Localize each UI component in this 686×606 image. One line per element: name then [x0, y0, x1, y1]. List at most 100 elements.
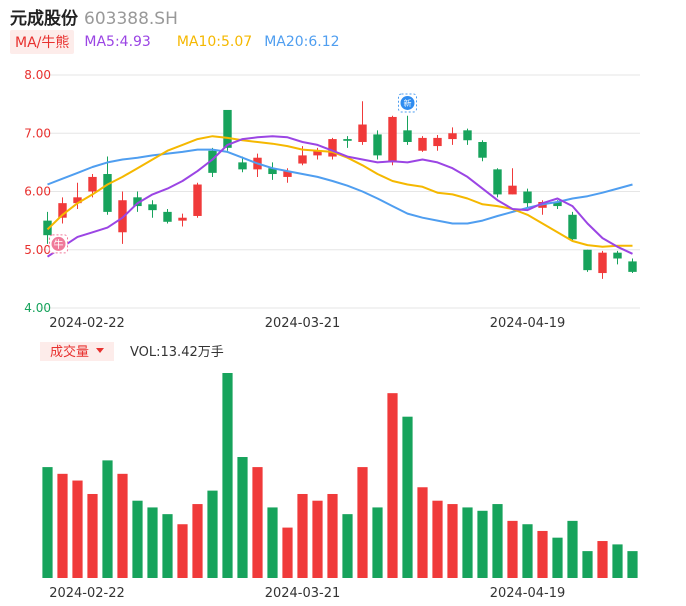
volume-bar	[447, 504, 458, 578]
candle-body	[268, 168, 277, 175]
volume-bar	[147, 507, 158, 578]
ma10-legend: MA10:5.07	[176, 34, 253, 50]
y-tick-label: 4.00	[24, 301, 51, 315]
x-tick-label: 2024-04-19	[490, 586, 566, 601]
volume-bar	[387, 393, 398, 578]
volume-bar	[297, 493, 308, 578]
candle-body	[403, 130, 412, 142]
volume-bar	[432, 500, 443, 578]
price-y-axis: 8.00 7.00 6.00 5.00 4.00	[24, 68, 51, 315]
ma-legend: MA/牛熊 MA5:4.93 MA10:5.07 MA20:6.12	[10, 30, 340, 54]
ma20-legend: MA20:6.12	[264, 34, 340, 50]
x-tick-label: 2024-03-21	[265, 586, 341, 601]
bull-marker-label: 牛	[54, 238, 64, 251]
volume-bars	[42, 373, 638, 578]
candle-body	[88, 176, 97, 192]
price-grid	[40, 74, 640, 309]
volume-bar	[567, 520, 578, 578]
volume-bar	[132, 500, 143, 578]
ma5-line	[46, 135, 633, 258]
candle-body	[208, 150, 217, 173]
candle-body	[73, 197, 82, 204]
ma-lines	[46, 135, 633, 258]
volume-bar	[162, 514, 173, 578]
candle-body	[148, 204, 157, 211]
x-tick-label: 2024-04-19	[490, 316, 566, 331]
candle-body	[553, 201, 562, 207]
candle-body	[313, 150, 322, 156]
ma20-line	[47, 148, 633, 225]
x-tick-label: 2024-02-22	[49, 586, 125, 601]
candle-body	[568, 214, 577, 240]
volume-bar	[417, 487, 428, 578]
volume-bar	[282, 527, 293, 578]
candle-body	[433, 137, 442, 147]
volume-legend: 成交量 VOL:13.42万手	[40, 342, 224, 361]
candle-body	[628, 261, 637, 272]
candle-body	[328, 139, 337, 157]
x-tick-label: 2024-03-21	[265, 316, 341, 331]
volume-bar	[207, 490, 218, 578]
volume-bar	[72, 480, 83, 578]
candle-body	[388, 116, 397, 163]
volume-bar	[462, 507, 473, 578]
candle-body	[508, 185, 517, 195]
volume-bar	[177, 524, 188, 578]
volume-bar	[42, 467, 53, 578]
candle-body	[598, 252, 607, 274]
candle-body	[193, 184, 202, 216]
y-tick-label: 5.00	[24, 243, 51, 257]
candle-body	[343, 139, 352, 141]
volume-x-axis: 2024-02-22 2024-03-21 2024-04-19	[49, 586, 565, 601]
volume-bar	[522, 524, 533, 578]
candle-body	[448, 133, 457, 140]
candle-body	[358, 124, 367, 142]
volume-tag-bg	[40, 342, 114, 361]
volume-bar	[477, 510, 488, 578]
volume-bar	[372, 507, 383, 578]
volume-bar	[552, 537, 563, 578]
bull-marker-icon	[51, 236, 66, 251]
y-tick-label: 8.00	[24, 68, 51, 82]
volume-bar	[342, 514, 353, 578]
candle-body	[493, 169, 502, 195]
candle-body	[103, 174, 112, 212]
price-x-axis: 2024-02-22 2024-03-21 2024-04-19	[49, 316, 565, 331]
y-tick-label: 6.00	[24, 185, 51, 199]
volume-tag[interactable]: 成交量	[50, 344, 89, 360]
volume-bar	[627, 551, 638, 578]
volume-bar	[222, 373, 233, 578]
ma-indicator-tag[interactable]: MA/牛熊	[10, 30, 75, 54]
new-marker-icon	[400, 95, 415, 110]
candle-body	[133, 197, 142, 207]
volume-bar	[597, 541, 608, 578]
candle-body	[238, 162, 247, 170]
candle-body	[58, 203, 67, 218]
volume-bar	[492, 504, 503, 578]
volume-bar	[237, 457, 248, 578]
x-tick-label: 2024-02-22	[49, 316, 125, 331]
candles	[43, 101, 637, 279]
volume-bar	[57, 473, 68, 578]
candle-body	[583, 249, 592, 271]
candle-body	[178, 217, 187, 221]
volume-bar	[327, 493, 338, 578]
volume-bar	[102, 460, 113, 578]
volume-bar	[507, 520, 518, 578]
chart-markers: 牛新	[49, 93, 417, 254]
candle-body	[163, 211, 172, 222]
ma5-legend: MA5:4.93	[84, 34, 151, 50]
candle-body	[118, 200, 127, 233]
caret-down-icon[interactable]	[96, 348, 104, 353]
candle-body	[373, 134, 382, 156]
candle-body	[43, 220, 52, 236]
new-marker-label: 新	[404, 98, 412, 108]
y-tick-label: 7.00	[24, 126, 51, 140]
volume-bar	[192, 504, 203, 578]
volume-bar	[117, 473, 128, 578]
candle-body	[463, 130, 472, 141]
stock-code: 603388.SH	[84, 9, 178, 29]
title-row: 元成股份 603388.SH	[10, 4, 178, 29]
volume-bar	[402, 416, 413, 578]
